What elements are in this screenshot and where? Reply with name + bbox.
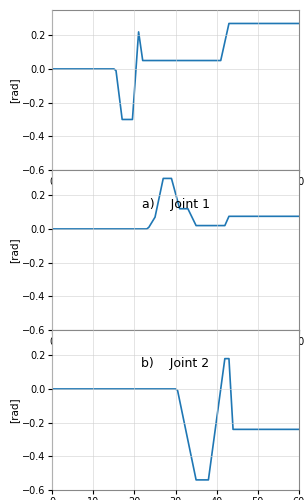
Y-axis label: [rad]: [rad] — [9, 237, 19, 263]
X-axis label: Time[s]: Time[s] — [156, 350, 195, 360]
Text: b)    Joint 2: b) Joint 2 — [141, 358, 210, 370]
Y-axis label: [rad]: [rad] — [9, 397, 19, 423]
Text: a)    Joint 1: a) Joint 1 — [142, 198, 209, 210]
X-axis label: Time[s]: Time[s] — [156, 190, 195, 200]
Y-axis label: [rad]: [rad] — [9, 77, 19, 103]
